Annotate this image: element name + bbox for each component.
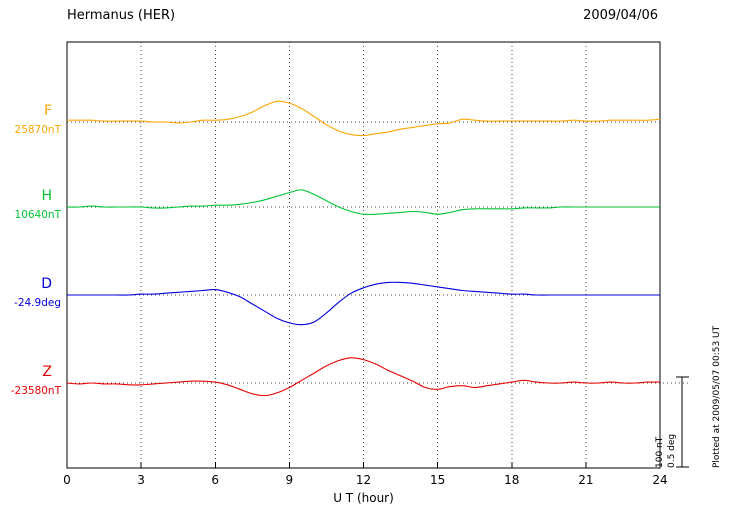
x-tick-label-12: 12 bbox=[355, 473, 372, 487]
trace-H bbox=[66, 189, 660, 216]
trace-letter-F: F bbox=[43, 103, 52, 119]
date-label: 2009/04/06 bbox=[583, 8, 658, 23]
scale-nt-label: 100 nT bbox=[655, 436, 665, 468]
trace-baseline-F: 25870nT bbox=[14, 124, 61, 136]
x-tick-label-6: 6 bbox=[211, 473, 220, 487]
x-tick-label-3: 3 bbox=[137, 473, 145, 487]
plotted-at-label: Plotted at 2009/05/07 00:53 UT bbox=[712, 325, 722, 468]
x-tick-label-0: 0 bbox=[63, 473, 71, 487]
x-axis-label: U T (hour) bbox=[333, 491, 394, 505]
x-tick-label-18: 18 bbox=[504, 473, 520, 487]
trace-F bbox=[67, 100, 661, 137]
x-tick-label-24: 24 bbox=[652, 473, 668, 487]
trace-baseline-H: 10640nT bbox=[14, 209, 61, 221]
trace-D bbox=[67, 281, 660, 326]
x-tick-label-9: 9 bbox=[285, 473, 294, 487]
scale-deg-label: 0.5 deg bbox=[667, 433, 677, 468]
station-title: Hermanus (HER) bbox=[67, 8, 176, 23]
trace-baseline-Z: -23580nT bbox=[10, 385, 61, 397]
trace-labels: F 25870nT H 10640nT D -24.9deg Z -23580nT bbox=[0, 0, 62, 520]
trace-letter-Z: Z bbox=[42, 364, 52, 380]
x-tick-label-21: 21 bbox=[578, 473, 594, 487]
trace-baseline-D: -24.9deg bbox=[14, 297, 61, 309]
x-tick-label-15: 15 bbox=[429, 473, 446, 487]
trace-letter-H: H bbox=[41, 188, 52, 204]
trace-Z bbox=[66, 357, 661, 397]
trace-letter-D: D bbox=[41, 276, 52, 292]
